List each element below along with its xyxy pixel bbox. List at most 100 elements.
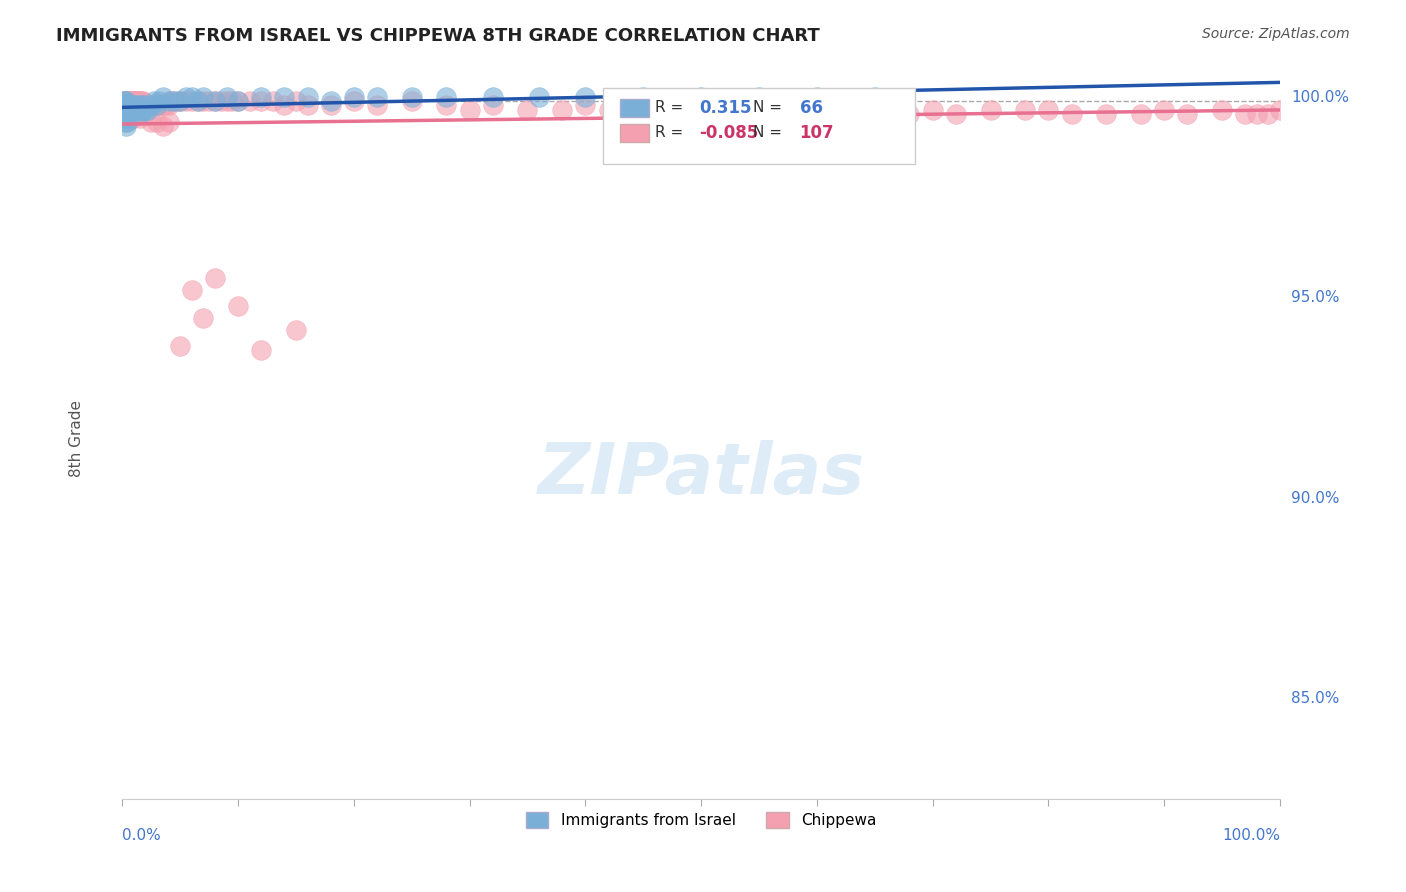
Point [141,114,163,128]
Point [366,98,388,112]
Point [285,323,308,337]
Point [121,111,143,125]
Point [114,98,136,112]
Legend: Immigrants from Israel, Chippewa: Immigrants from Israel, Chippewa [519,806,883,835]
Point [148,98,170,112]
Text: 107: 107 [800,124,834,142]
Point [1246,106,1268,120]
Point [215,90,238,104]
Point [806,90,828,104]
Point [1014,103,1036,117]
Point [631,103,654,117]
Point [120,95,142,109]
Point [146,98,169,112]
Point [215,95,238,109]
Point [141,98,163,112]
Point [226,95,249,109]
Point [436,98,458,112]
Point [516,103,538,117]
Point [1130,106,1153,120]
Point [1211,103,1233,117]
Point [112,95,135,109]
Point [209,95,232,109]
Point [127,95,149,109]
Point [121,103,143,117]
Point [136,103,159,117]
Point [250,95,273,109]
Point [117,95,139,109]
Point [114,103,136,117]
Point [180,283,202,297]
Point [783,103,806,117]
Point [193,90,215,104]
Text: N =: N = [754,126,787,140]
Point [180,90,202,104]
Point [122,95,145,109]
Point [146,114,169,128]
Point [112,98,135,112]
Point [598,103,620,117]
Point [114,114,136,128]
Point [117,98,139,112]
Point [187,95,209,109]
Point [690,103,713,117]
Text: 90.0%: 90.0% [1292,491,1340,506]
Point [713,98,735,112]
Point [297,90,319,104]
Point [748,90,770,104]
Point [1234,106,1257,120]
Point [481,90,503,104]
Point [131,103,153,117]
Point [239,95,262,109]
Text: 66: 66 [800,99,823,117]
Text: 0.0%: 0.0% [122,828,162,843]
Point [401,90,423,104]
Point [134,98,156,112]
Point [863,103,886,117]
Point [124,95,146,109]
Point [226,299,249,313]
Point [221,95,243,109]
Text: 100.0%: 100.0% [1292,90,1350,105]
Point [157,114,180,128]
Text: N =: N = [754,100,787,115]
Point [806,103,828,117]
Text: R =: R = [655,126,688,140]
Point [122,106,145,120]
Point [115,98,138,112]
FancyBboxPatch shape [603,88,915,164]
Point [115,98,138,112]
Point [1060,106,1083,120]
Text: ZIPatlas: ZIPatlas [537,440,865,508]
Point [551,103,574,117]
Point [132,98,155,112]
Point [631,90,654,104]
Point [1095,106,1118,120]
Point [120,106,142,120]
Point [366,90,388,104]
Point [250,343,273,357]
Point [152,90,174,104]
Point [458,103,481,117]
Point [828,103,851,117]
Point [574,98,596,112]
Text: IMMIGRANTS FROM ISRAEL VS CHIPPEWA 8TH GRADE CORRELATION CHART: IMMIGRANTS FROM ISRAEL VS CHIPPEWA 8TH G… [56,27,820,45]
Point [1175,106,1198,120]
Point [121,95,143,109]
Point [180,95,202,109]
Point [117,103,139,117]
Point [115,106,138,120]
Point [343,95,366,109]
Point [157,98,180,112]
Point [481,98,503,112]
Point [979,103,1001,117]
Point [118,103,141,117]
Point [297,98,319,112]
Point [273,90,295,104]
Point [127,98,149,112]
Point [114,95,136,109]
Point [114,95,136,109]
Point [114,103,136,117]
Point [193,95,215,109]
Point [148,95,170,109]
